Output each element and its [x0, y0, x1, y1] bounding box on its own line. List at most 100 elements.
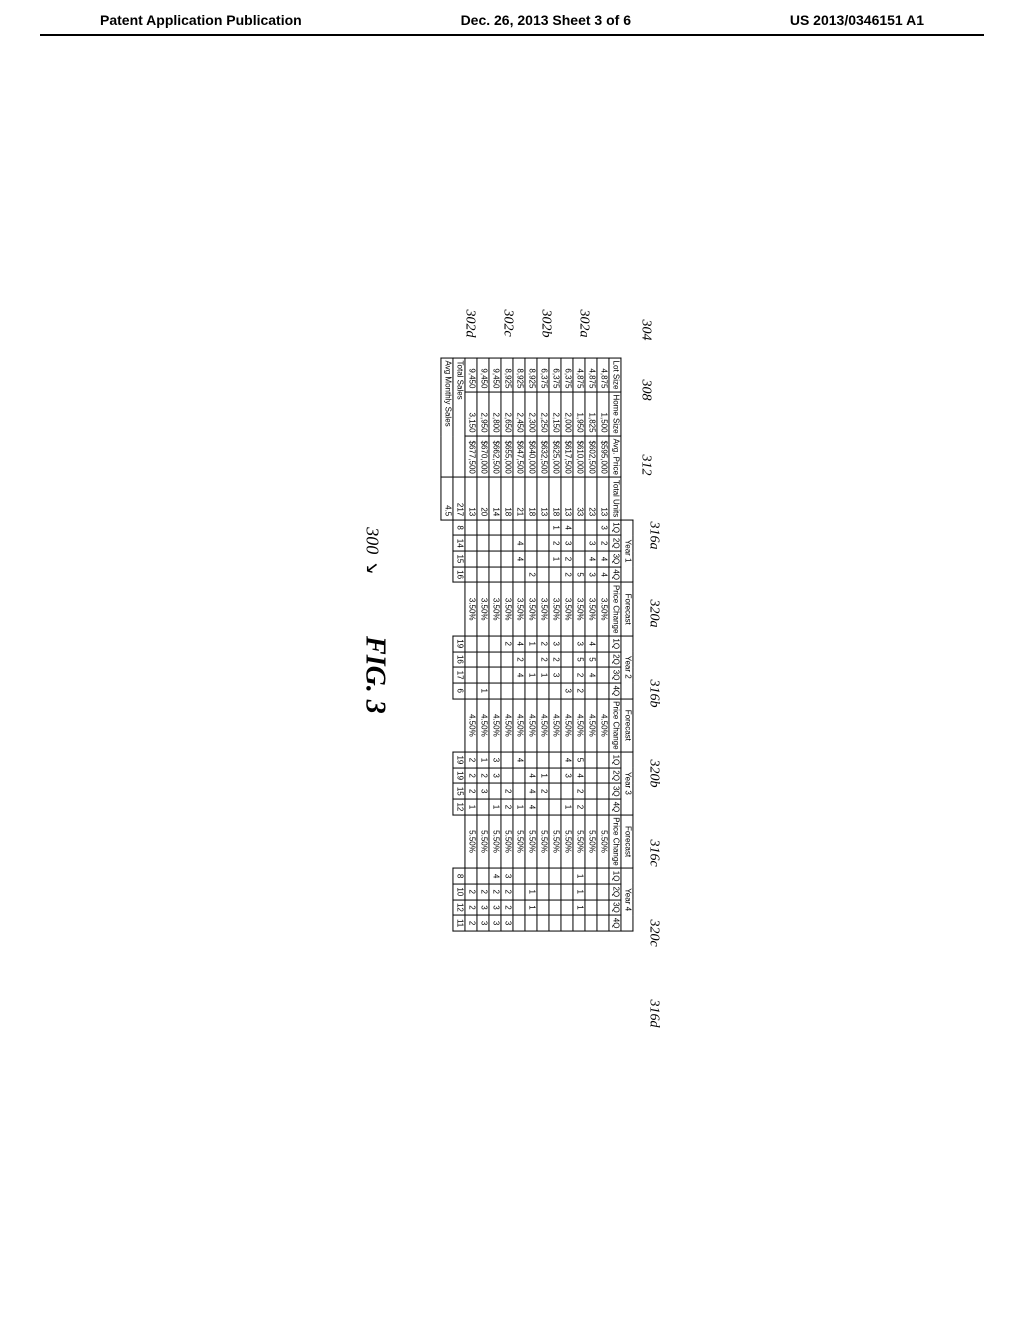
price-change-header: Price Change [609, 814, 621, 867]
forecast-header: Forecast [621, 814, 633, 867]
forecast-pct: 5.50% [573, 814, 585, 867]
callout-320c: 320c [646, 919, 662, 946]
forecast-pct: 5.50% [549, 814, 561, 867]
forecast-pct: 4.50% [537, 698, 549, 751]
table-row: 8,9252,300$640,0001823.50%114.50%4445.50… [525, 358, 537, 931]
quarter-header: 1Q [609, 635, 621, 651]
table-row: 6,3752,000$617,5001343223.50%34.50%4315.… [561, 358, 573, 931]
table-row: 8,9252,650$655,000183.50%24.50%225.50%32… [501, 358, 513, 931]
callout-302a: 302a [576, 309, 592, 337]
forecast-pct: 5.50% [465, 814, 477, 867]
callout-304: 304 [638, 319, 654, 340]
header-center: Dec. 26, 2013 Sheet 3 of 6 [461, 12, 631, 28]
forecast-pct: 4.50% [525, 698, 537, 751]
quarter-header: 2Q [609, 883, 621, 899]
figure-rotated: 304 308 312 316a 320a 316b 320b 316c 320… [359, 309, 662, 931]
callout-316b: 316b [646, 679, 662, 707]
forecast-pct: 3.50% [501, 582, 513, 635]
forecast-pct: 3.50% [561, 582, 573, 635]
avg-monthly-row: Avg Monthly Sales4.5 [441, 358, 453, 931]
callout-320a: 320a [646, 599, 662, 627]
forecast-pct: 3.50% [513, 582, 525, 635]
table-row: 6,3752,250$632,500133.50%2214.50%125.50% [537, 358, 549, 931]
forecast-pct: 5.50% [561, 814, 573, 867]
forecast-pct: 5.50% [513, 814, 525, 867]
quarter-header: 1Q [609, 868, 621, 884]
forecast-pct: 5.50% [489, 814, 501, 867]
year-header: Year 4 [621, 868, 633, 931]
callout-302b: 302b [538, 309, 554, 337]
header-right: US 2013/0346151 A1 [790, 12, 924, 28]
forecast-header: Forecast [621, 698, 633, 751]
forecast-pct: 5.50% [501, 814, 513, 867]
forecast-header: Forecast [621, 582, 633, 635]
quarter-header: 4Q [609, 566, 621, 582]
table-row: 4,8751,950$610,0003353.50%35224.50%54225… [573, 358, 585, 931]
table-row: 8,9252,450$647,50021443.50%4244.50%415.5… [513, 358, 525, 931]
forecast-pct: 4.50% [585, 698, 597, 751]
quarter-header: 3Q [609, 899, 621, 915]
table-row: 4,8751,500$595,0001332443.50%4.50%5.50% [597, 358, 609, 931]
quarter-header: 4Q [609, 682, 621, 698]
forecast-pct: 3.50% [477, 582, 489, 635]
forecast-pct: 3.50% [549, 582, 561, 635]
forecast-pct: 3.50% [537, 582, 549, 635]
forecast-pct: 5.50% [477, 814, 489, 867]
callout-302d: 302d [462, 309, 478, 337]
forecast-pct: 4.50% [501, 698, 513, 751]
price-change-header: Price Change [609, 582, 621, 635]
forecast-pct: 3.50% [525, 582, 537, 635]
forecast-pct: 4.50% [489, 698, 501, 751]
callout-308: 308 [638, 379, 654, 400]
forecast-pct: 3.50% [489, 582, 501, 635]
table-row: 4,8751,825$602,500233433.50%4544.50%5.50… [585, 358, 597, 931]
forecast-pct: 4.50% [561, 698, 573, 751]
callout-320b: 320b [646, 759, 662, 787]
forecast-pct: 5.50% [537, 814, 549, 867]
quarter-header: 3Q [609, 783, 621, 799]
forecast-pct: 5.50% [525, 814, 537, 867]
quarter-header: 2Q [609, 767, 621, 783]
page-header: Patent Application Publication Dec. 26, … [40, 0, 984, 36]
figure-ref-300: 300 ↘ [363, 527, 383, 574]
forecast-pct: 3.50% [585, 582, 597, 635]
callout-312: 312 [638, 454, 654, 475]
total-sales-row: Total Sales21781415161916176191915128101… [453, 358, 465, 931]
year-header: Year 3 [621, 752, 633, 815]
year-header: Year 1 [621, 519, 633, 582]
quarter-header: 1Q [609, 752, 621, 768]
year-header: Year 2 [621, 635, 633, 698]
forecast-pct: 3.50% [573, 582, 585, 635]
quarter-header: 2Q [609, 651, 621, 667]
callout-316a: 316a [646, 521, 662, 549]
callout-316d: 316d [646, 999, 662, 1027]
forecast-pct: 4.50% [573, 698, 585, 751]
quarter-header: 3Q [609, 551, 621, 567]
forecast-pct: 4.50% [549, 698, 561, 751]
forecast-pct: 4.50% [477, 698, 489, 751]
forecast-pct: 4.50% [465, 698, 477, 751]
forecast-pct: 3.50% [597, 582, 609, 635]
forecast-pct: 4.50% [597, 698, 609, 751]
col-header: Total Units [609, 477, 621, 519]
price-change-header: Price Change [609, 698, 621, 751]
forecast-pct: 3.50% [465, 582, 477, 635]
callout-316c: 316c [646, 839, 662, 866]
table-row: 6,3752,150$625,000181213.50%3234.50%5.50… [549, 358, 561, 931]
table-row: 9,4502,800$662,500143.50%4.50%3315.50%42… [489, 358, 501, 931]
forecast-pct: 5.50% [597, 814, 609, 867]
sales-forecast-table: Year 1ForecastYear 2ForecastYear 3Foreca… [441, 357, 634, 931]
forecast-pct: 5.50% [585, 814, 597, 867]
col-header: Lot Size [609, 358, 621, 392]
figure-label: FIG. 3 [360, 636, 391, 714]
header-left: Patent Application Publication [100, 12, 302, 28]
figure-3-container: 304 308 312 316a 320a 316b 320b 316c 320… [50, 120, 970, 1120]
callout-302c: 302c [500, 309, 516, 336]
table-row: 9,4502,950$670,000203.50%14.50%1235.50%2… [477, 358, 489, 931]
forecast-pct: 4.50% [513, 698, 525, 751]
quarter-header: 1Q [609, 519, 621, 535]
col-header: Home Size [609, 391, 621, 435]
table-row: 9,4503,150$677,500133.50%4.50%22215.50%2… [465, 358, 477, 931]
col-header: Avg. Price [609, 436, 621, 477]
quarter-header: 2Q [609, 535, 621, 551]
